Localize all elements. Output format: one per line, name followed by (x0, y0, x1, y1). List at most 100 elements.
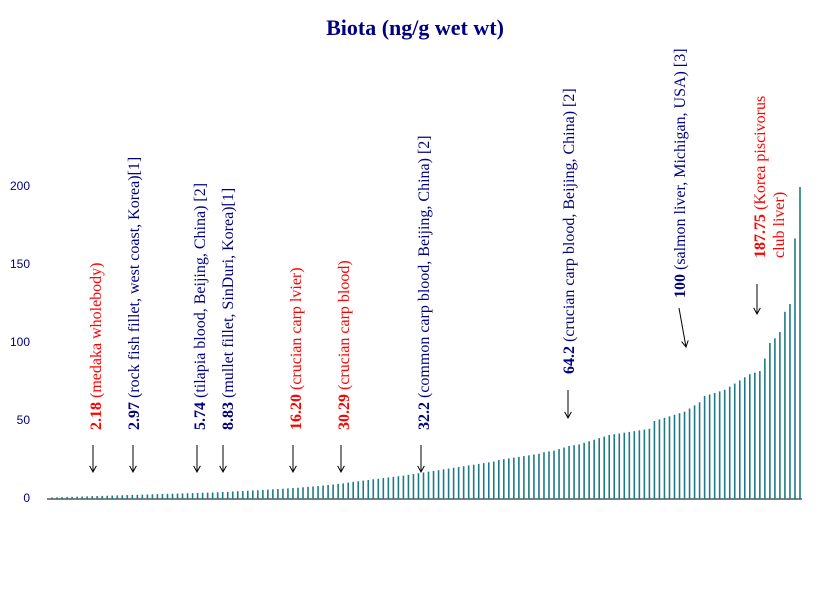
bar (211, 492, 214, 499)
bar (769, 343, 771, 499)
annotation-value: 16.20 (288, 394, 305, 430)
bar (116, 495, 119, 499)
annotation-value: 2.97 (126, 402, 143, 430)
bar (252, 490, 254, 499)
y-tick-label: 100 (10, 335, 30, 349)
y-tick-label: 50 (17, 413, 31, 427)
bar (548, 451, 550, 499)
annotation-text: (tilapia blood, Beijing, China) [2] (192, 183, 209, 398)
annotation-value: 100 (672, 274, 689, 298)
bar (186, 493, 189, 499)
bar (538, 453, 540, 499)
bar (733, 383, 736, 499)
bar (51, 497, 53, 499)
bar (779, 332, 781, 499)
bar (573, 445, 575, 499)
bar (432, 470, 435, 499)
bar (623, 432, 626, 499)
bar (216, 492, 219, 499)
annotation-text: (mullet fillet, SinDuri, Korea)[1] (220, 188, 237, 398)
bar (698, 402, 701, 499)
bar (297, 487, 299, 499)
bar (508, 458, 510, 499)
bar (257, 490, 259, 499)
bar (754, 372, 756, 499)
bar (728, 386, 731, 499)
bar (191, 493, 194, 499)
arrow-shaft (678, 307, 687, 348)
annotation-text: (salmon liver, Michigan, USA) [3] (672, 48, 689, 270)
bar (764, 358, 766, 499)
bar (503, 459, 505, 499)
bar (166, 493, 169, 499)
bar (407, 474, 410, 499)
bar (156, 494, 159, 499)
bar (417, 473, 420, 499)
annotation-value: 5.74 (192, 402, 209, 430)
bar (533, 454, 535, 499)
arrow-head (129, 465, 137, 474)
bar (743, 377, 746, 499)
bar (106, 495, 109, 499)
bar (618, 433, 621, 499)
bar (267, 489, 269, 499)
bar (598, 438, 600, 499)
bar (302, 487, 304, 499)
annotation: 8.83 (mullet fillet, SinDuri, Korea)[1] (220, 188, 237, 430)
bar (206, 492, 209, 499)
bar (377, 478, 380, 499)
bar (513, 457, 515, 499)
bar (131, 494, 134, 499)
bar (563, 447, 565, 499)
bar (653, 421, 656, 499)
bar (658, 419, 661, 499)
annotation-text: (common carp blood, Beijing, China) [2] (416, 135, 433, 398)
bar (146, 494, 149, 499)
annotation-text: (rock fish fillet, west coast, Korea)[1] (126, 157, 143, 398)
bar (568, 445, 570, 499)
bar (71, 496, 73, 499)
bar (588, 441, 590, 499)
bar (543, 452, 545, 499)
bar (472, 464, 475, 499)
bar (437, 470, 440, 499)
bar (332, 484, 334, 499)
bar (528, 455, 530, 499)
bar (282, 488, 284, 499)
bar (141, 494, 144, 499)
bar (231, 491, 234, 499)
bar (723, 389, 726, 499)
bar (442, 469, 445, 499)
bar (643, 429, 646, 499)
bar (357, 481, 360, 499)
bar (693, 405, 696, 499)
bar (292, 488, 294, 499)
bar (708, 394, 711, 499)
bar (759, 371, 761, 499)
bar (387, 477, 390, 499)
bar (663, 417, 666, 499)
bar (397, 476, 400, 499)
y-tick-label: 150 (10, 257, 30, 271)
arrow-head (89, 465, 97, 474)
bar (718, 391, 721, 499)
bar (176, 493, 179, 499)
y-tick-label: 0 (23, 491, 30, 505)
annotation-text: (Korea piscivorus (752, 96, 769, 210)
bar (462, 466, 465, 499)
arrow-head (753, 307, 761, 316)
bar (201, 492, 204, 499)
bar (412, 474, 415, 499)
bar (603, 436, 606, 499)
bar (492, 461, 495, 499)
annotation-text: (crucian carp blood) (336, 260, 353, 390)
bar (226, 491, 229, 499)
bar (241, 491, 244, 499)
bar (196, 492, 199, 499)
bar (66, 496, 68, 499)
bar (121, 495, 124, 499)
bar (558, 449, 560, 499)
arrow-head (289, 465, 297, 474)
annotation: 16.20 (crucian carp lvier) (288, 267, 305, 430)
bar (497, 460, 500, 499)
